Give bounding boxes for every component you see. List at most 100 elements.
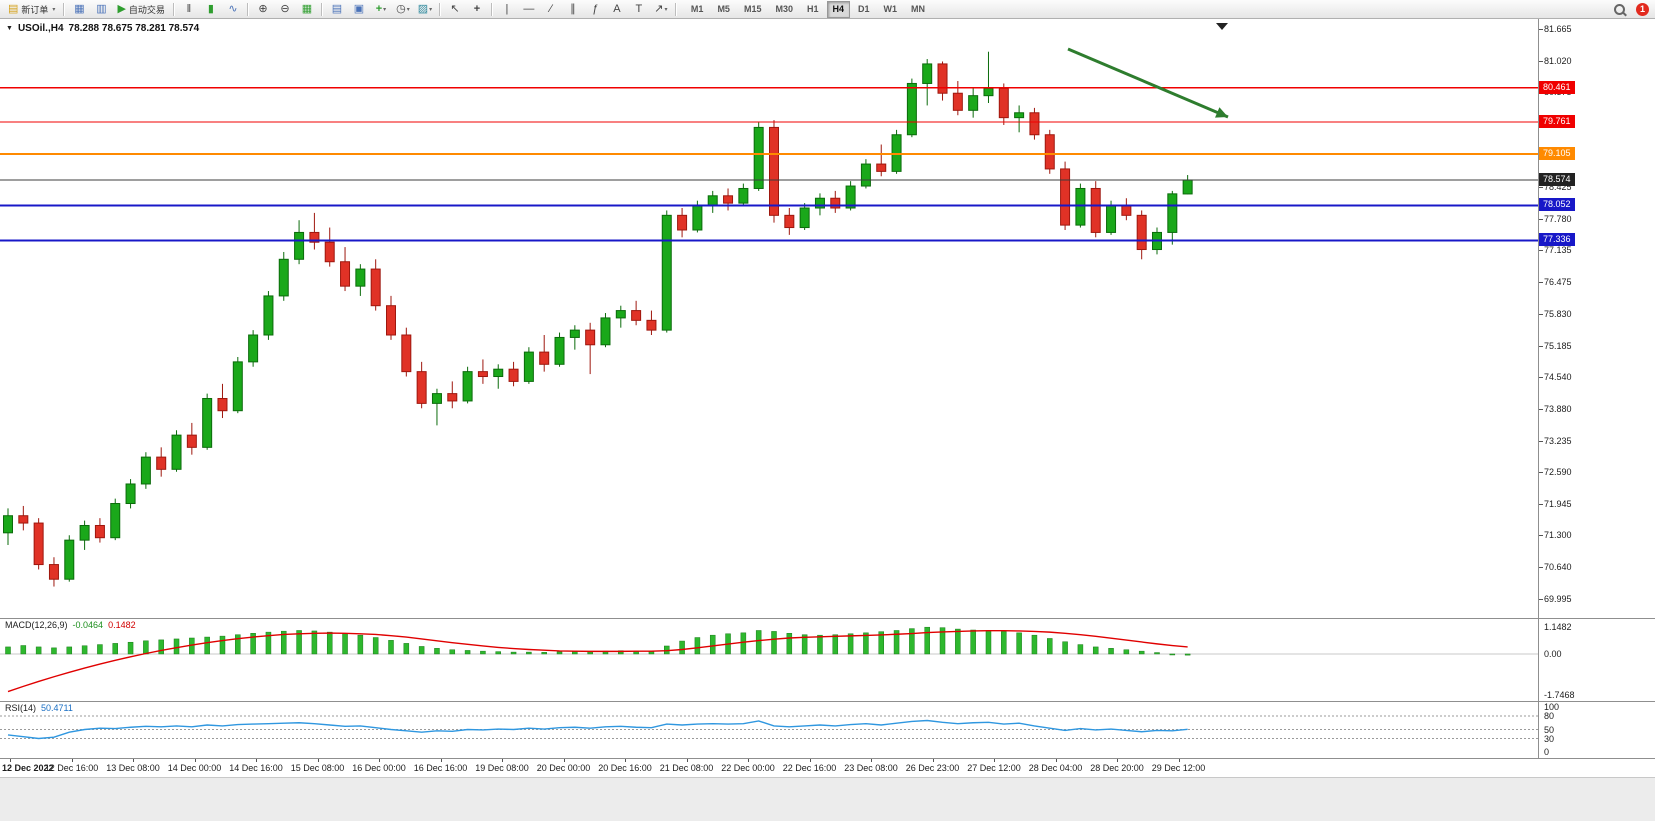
scroll-to-end-marker (1216, 23, 1228, 30)
price-axis-label: 81.020 (1544, 55, 1572, 66)
trendline-button[interactable]: ∕ (540, 2, 562, 17)
add-indicator-button[interactable]: + ▾ (370, 2, 392, 17)
toolbar: ▤ 新订单 ▾ ▦ ▥ ▶ 自动交易 ‖ ▮ ∿ ⊕ ⊖ ▦ ▤ ▣ + ▾ ◷ ▾… (0, 0, 1655, 19)
price-axis-label: 77.135 (1544, 245, 1572, 256)
time-axis-tick (194, 759, 196, 762)
time-axis-label: 16 Dec 00:00 (352, 763, 406, 773)
timeframe-button-m15[interactable]: M15 (743, 4, 762, 14)
charts-icon: ▦ (74, 2, 85, 15)
caret-icon: ▾ (383, 6, 387, 13)
macd-signal-value: 0.1482 (108, 620, 136, 630)
timeframe-button-w1[interactable]: W1 (883, 4, 898, 14)
line-chart-button[interactable]: ∿ (222, 2, 244, 17)
rsi-axis-label: 50 (1544, 724, 1555, 735)
trend-arrow (1067, 47, 1229, 119)
axis-tick (1539, 567, 1543, 569)
price-chart-canvas[interactable] (0, 19, 1538, 618)
timeframe-button-m1[interactable]: M1 (690, 4, 704, 14)
macd-chart-canvas[interactable] (0, 618, 1538, 701)
chart-ohlc-values: 78.288 78.675 78.281 78.574 (68, 23, 200, 34)
label-button[interactable]: T (628, 2, 650, 17)
price-axis-label: 81.665 (1544, 24, 1572, 34)
zoom-out-button[interactable]: ⊖ (274, 2, 296, 17)
candles-icon: ▮ (207, 2, 214, 15)
toolbar-right-group: 1 (1608, 2, 1649, 17)
time-axis-tick (625, 759, 626, 762)
grid-button[interactable]: ▦ (296, 2, 318, 17)
price-badge: 80.461 (1539, 80, 1575, 94)
arrows-button[interactable]: ↗ ▾ (650, 2, 672, 17)
arrows-icon: ↗ (654, 2, 664, 15)
chart-symbol-period: USOil.,H4 (17, 23, 64, 34)
price-axis[interactable]: 81.66581.02080.37579.73079.08578.42577.7… (1538, 19, 1655, 758)
search-button[interactable] (1608, 2, 1630, 17)
rsi-axis-label: 30 (1544, 733, 1555, 744)
timeframe-button-h1[interactable]: H1 (806, 4, 819, 14)
time-axis-tick (440, 759, 442, 762)
time-axis-tick (502, 759, 503, 762)
crosshair-icon: + (473, 2, 481, 15)
trendline-icon: ∕ (550, 2, 552, 15)
rsi-axis-label: 100 (1544, 702, 1560, 712)
notification-badge[interactable]: 1 (1636, 2, 1649, 16)
timeframe-button-m30[interactable]: M30 (775, 4, 793, 14)
axis-tick (1539, 503, 1543, 505)
axis-tick (1539, 472, 1543, 474)
tile-windows-icon: ▤ (331, 2, 343, 15)
chart-title: ▼ USOil.,H4 78.288 78.675 78.281 78.574 (6, 23, 199, 34)
timeframe-button-d1[interactable]: D1 (858, 4, 870, 14)
caret-icon: ▾ (429, 6, 433, 13)
time-axis[interactable]: 12 Dec 2022 12 Dec 16:00 13 Dec 08:00 14 De… (0, 758, 1655, 778)
timeframe-group: M1 M5 M15 M30 H1 H4 D1 W1 MN (684, 0, 932, 18)
time-axis-label: 28 Dec 20:00 (1090, 763, 1144, 773)
vertical-line-icon: | (505, 2, 509, 15)
timeframe-button-mn[interactable]: MN (911, 4, 926, 14)
tile-windows-button[interactable]: ▤ (326, 2, 348, 17)
new-order-button[interactable]: ▤ 新订单 ▾ (3, 1, 60, 18)
text-button[interactable]: A (606, 2, 628, 17)
trend-arrow-head (1215, 107, 1228, 118)
timeframe-button-h4[interactable]: H4 (826, 0, 851, 18)
time-axis-label: 21 Dec 08:00 (659, 763, 714, 773)
channel-button[interactable]: ∥ (562, 2, 584, 17)
toolbar-separator (438, 2, 441, 16)
candlestick-button[interactable]: ▮ (200, 2, 222, 17)
axis-tick (1539, 314, 1543, 315)
fibonacci-button[interactable]: ƒ (584, 2, 606, 17)
profiles-icon: ▥ (96, 2, 107, 15)
time-axis-label: 27 Dec 12:00 (967, 763, 1021, 773)
templates-button[interactable]: ▨ ▾ (414, 2, 436, 17)
time-axis-tick (1178, 759, 1180, 762)
axis-tick (1539, 377, 1543, 378)
price-axis-label: 73.880 (1544, 404, 1572, 415)
bar-chart-button[interactable]: ‖ (178, 2, 200, 17)
one-click-trading-toggle[interactable]: ▼ (6, 25, 13, 32)
label-icon: T (635, 2, 643, 15)
price-axis-label: 74.540 (1544, 372, 1572, 382)
time-axis-tick (256, 759, 257, 762)
cursor-button[interactable]: ↖ (444, 2, 466, 17)
periods-button[interactable]: ◷ ▾ (392, 2, 414, 17)
cursor-icon: ↖ (450, 2, 460, 15)
caret-icon: ▾ (52, 6, 56, 13)
time-axis-tick (871, 759, 872, 762)
rsi-chart-canvas[interactable] (0, 701, 1538, 758)
charts-button[interactable]: ▦ (68, 2, 90, 17)
timeframe-button-m5[interactable]: M5 (717, 4, 730, 14)
time-axis-label: 12 Dec 16:00 (44, 763, 99, 773)
axis-tick (1539, 409, 1543, 411)
auto-trading-button[interactable]: ▶ 自动交易 (112, 1, 169, 18)
time-axis-label: 13 Dec 08:00 (106, 763, 160, 773)
profiles-button[interactable]: ▥ (90, 2, 112, 17)
bars-icon: ‖ (186, 2, 192, 15)
auto-trading-label: 自动交易 (128, 4, 165, 15)
zoom-in-button[interactable]: ⊕ (252, 2, 274, 17)
time-axis-label: 14 Dec 00:00 (167, 763, 222, 773)
add-icon: + (375, 2, 383, 15)
crosshair-button[interactable]: + (466, 2, 488, 17)
time-axis-label: 23 Dec 08:00 (844, 763, 898, 773)
horizontal-line-button[interactable]: ― (518, 2, 540, 17)
vertical-line-button[interactable]: | (496, 2, 518, 17)
price-axis-label: 70.640 (1544, 562, 1572, 573)
cascade-windows-button[interactable]: ▣ (348, 2, 370, 17)
